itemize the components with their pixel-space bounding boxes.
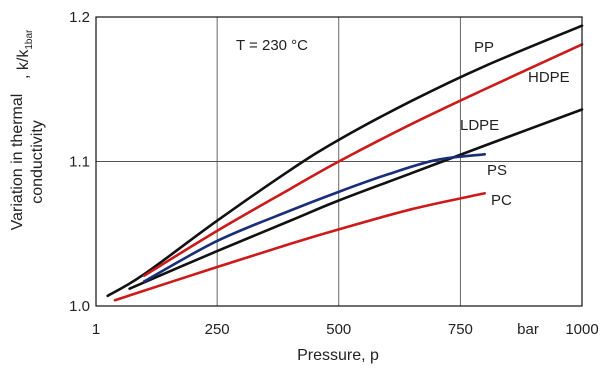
series-label-pc: PC [491, 192, 512, 209]
x-tick-label: 500 [326, 321, 351, 338]
x-tick-label: 750 [448, 321, 473, 338]
series-label-ps: PS [487, 162, 507, 179]
y-axis-title-ratio: , k/k1bar [15, 29, 35, 79]
x-tick-label: 1 [92, 321, 100, 338]
series-line-hdpe [142, 43, 584, 277]
plot-frame [95, 16, 583, 307]
series-label-hdpe: HDPE [528, 69, 570, 86]
y-tick-labels: 1.0 1.1 1.2 [69, 9, 90, 315]
series-line-pc [113, 191, 487, 302]
series-label-pp: PP [474, 39, 494, 56]
x-unit-label: bar [517, 321, 539, 338]
series-line-pp [106, 24, 584, 298]
x-tick-label: 1000 [565, 321, 598, 338]
y-axis-title-line2: conductivity [29, 120, 46, 204]
y-axis-ratio-text: , k/k [15, 49, 32, 79]
series-labels: PP HDPE LDPE PS PC [460, 39, 570, 209]
x-axis-title: Pressure, p [297, 347, 379, 364]
series-line-ps [142, 152, 487, 283]
y-tick-label: 1.1 [69, 154, 90, 171]
x-tick-labels: 1 250 500 750 1000 [92, 321, 599, 338]
y-tick-label: 1.2 [69, 9, 90, 26]
y-axis-ratio-subscript: 1bar [24, 29, 35, 50]
series-line-ldpe [128, 108, 584, 290]
series-lines [106, 24, 584, 302]
temperature-annotation: T = 230 °C [236, 37, 308, 54]
y-axis-title: Variation in thermal conductivity , k/k1… [9, 29, 46, 230]
y-tick-label: 1.0 [69, 298, 90, 315]
series-label-ldpe: LDPE [460, 117, 499, 134]
y-axis-title-line1: Variation in thermal [9, 94, 26, 231]
x-tick-label: 250 [205, 321, 230, 338]
